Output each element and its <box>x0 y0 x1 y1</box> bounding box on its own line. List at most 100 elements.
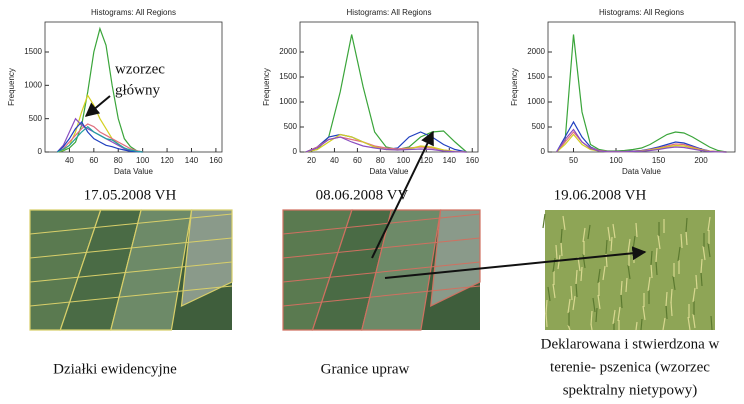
wheat-stalk <box>627 238 631 254</box>
wheat-stalk <box>662 317 666 331</box>
wheat-stalk <box>700 258 703 274</box>
y-tick-label: 1000 <box>279 97 297 106</box>
description: Deklarowana i stwierdzona w <box>541 336 720 352</box>
wheat-stalk <box>695 274 698 290</box>
wheat-stalk <box>657 234 661 250</box>
image-caption: 19.06.2008 VH <box>554 187 647 203</box>
y-tick-label: 2000 <box>279 47 297 56</box>
x-tick-label: 60 <box>353 156 362 165</box>
wheat-stalk <box>612 223 616 239</box>
x-tick-label: 120 <box>160 156 174 165</box>
wheat-stalk <box>617 306 621 322</box>
wheat-stalk <box>542 213 546 229</box>
parcel-edge <box>282 213 481 235</box>
wheat-stalk <box>597 268 601 284</box>
y-tick-label: 0 <box>38 147 43 156</box>
x-tick-label: 120 <box>420 156 434 165</box>
series-line <box>556 34 727 153</box>
y-tick-label: 500 <box>532 122 546 131</box>
wheat-stalk <box>592 297 596 313</box>
description: terenie- pszenica (wzorzec <box>550 359 710 375</box>
x-tick-label: 80 <box>114 156 123 165</box>
wheat-stalk <box>545 312 548 328</box>
parcel-edge <box>282 237 481 259</box>
wheat-stalk <box>672 275 676 291</box>
wheat-stalk <box>665 291 668 307</box>
x-tick-label: 60 <box>89 156 98 165</box>
x-tick-label: 100 <box>136 156 150 165</box>
series-line <box>305 34 467 153</box>
wheat-stalk <box>555 244 558 260</box>
y-tick-label: 2000 <box>527 47 545 56</box>
wheat-stalk <box>692 287 696 303</box>
x-tick-label: 160 <box>209 156 223 165</box>
wheat-stalk <box>582 227 586 243</box>
wheat-stalk <box>610 236 613 252</box>
wheat-stalk <box>620 293 623 309</box>
wheat-stalk <box>612 309 616 325</box>
series-line <box>56 123 143 153</box>
x-tick-label: 100 <box>397 156 411 165</box>
wheat-stalk <box>640 318 643 331</box>
arrow <box>84 95 111 117</box>
x-tick-label: 200 <box>694 156 708 165</box>
series-line <box>57 26 143 153</box>
wheat-stalk <box>567 324 571 331</box>
wheat-stalk <box>670 288 673 304</box>
wheat-stalk <box>685 230 688 246</box>
wheat-stalk <box>677 246 681 262</box>
wheat-stalk <box>650 250 653 266</box>
wheat-stalk <box>567 298 571 314</box>
wheat-stalk <box>680 233 683 249</box>
wheat-stalk <box>595 307 598 323</box>
x-tick-label: 80 <box>376 156 385 165</box>
wheat-stalk <box>560 241 563 257</box>
chart-title: Histograms: All Regions <box>91 8 176 17</box>
wheat-stalk <box>700 271 703 287</box>
plot-frame <box>547 21 736 153</box>
wheat-stalk <box>655 247 658 263</box>
x-tick-label: 140 <box>185 156 199 165</box>
wheat-stalk <box>670 301 673 317</box>
parcel-edge <box>282 261 481 283</box>
series-line <box>56 125 143 153</box>
wheat-stalk <box>655 260 658 276</box>
description: Granice upraw <box>321 361 410 377</box>
wheat-stalk <box>685 217 688 233</box>
wheat-stalk <box>575 282 578 298</box>
wheat-stalk <box>562 215 566 231</box>
wheat-stalk <box>552 283 556 299</box>
y-tick-label: 1000 <box>527 97 545 106</box>
wheat-stalk <box>625 277 628 293</box>
series-line <box>305 136 467 153</box>
y-tick-label: 500 <box>284 122 298 131</box>
annotation: główny <box>115 82 161 98</box>
chart-title: Histograms: All Regions <box>599 8 684 17</box>
parcel-edge <box>29 285 233 307</box>
wheat-stalk <box>607 226 611 242</box>
x-tick-label: 140 <box>443 156 457 165</box>
wheat-stalk <box>702 245 706 261</box>
arrow <box>371 130 434 259</box>
series-line <box>556 128 727 153</box>
y-tick-label: 1500 <box>279 72 297 81</box>
image-caption: 08.06.2008 VV <box>316 187 409 203</box>
parcel-edge <box>29 213 233 235</box>
wheat-stalk <box>570 285 573 301</box>
plot-frame <box>299 21 479 153</box>
arrow <box>384 246 647 279</box>
y-tick-label: 0 <box>541 147 546 156</box>
x-tick-label: 40 <box>65 156 74 165</box>
wheat-stalk <box>560 228 563 244</box>
x-tick-label: 160 <box>466 156 480 165</box>
x-tick-label: 100 <box>609 156 623 165</box>
wheat-stalk <box>602 265 606 281</box>
y-axis-label: Frequency <box>262 68 271 106</box>
y-tick-label: 0 <box>293 147 298 156</box>
y-axis-label: Frequency <box>510 68 519 106</box>
description: Działki ewidencyjne <box>53 361 177 377</box>
wheat-stalk <box>587 224 591 240</box>
wheat-stalk <box>687 316 691 331</box>
